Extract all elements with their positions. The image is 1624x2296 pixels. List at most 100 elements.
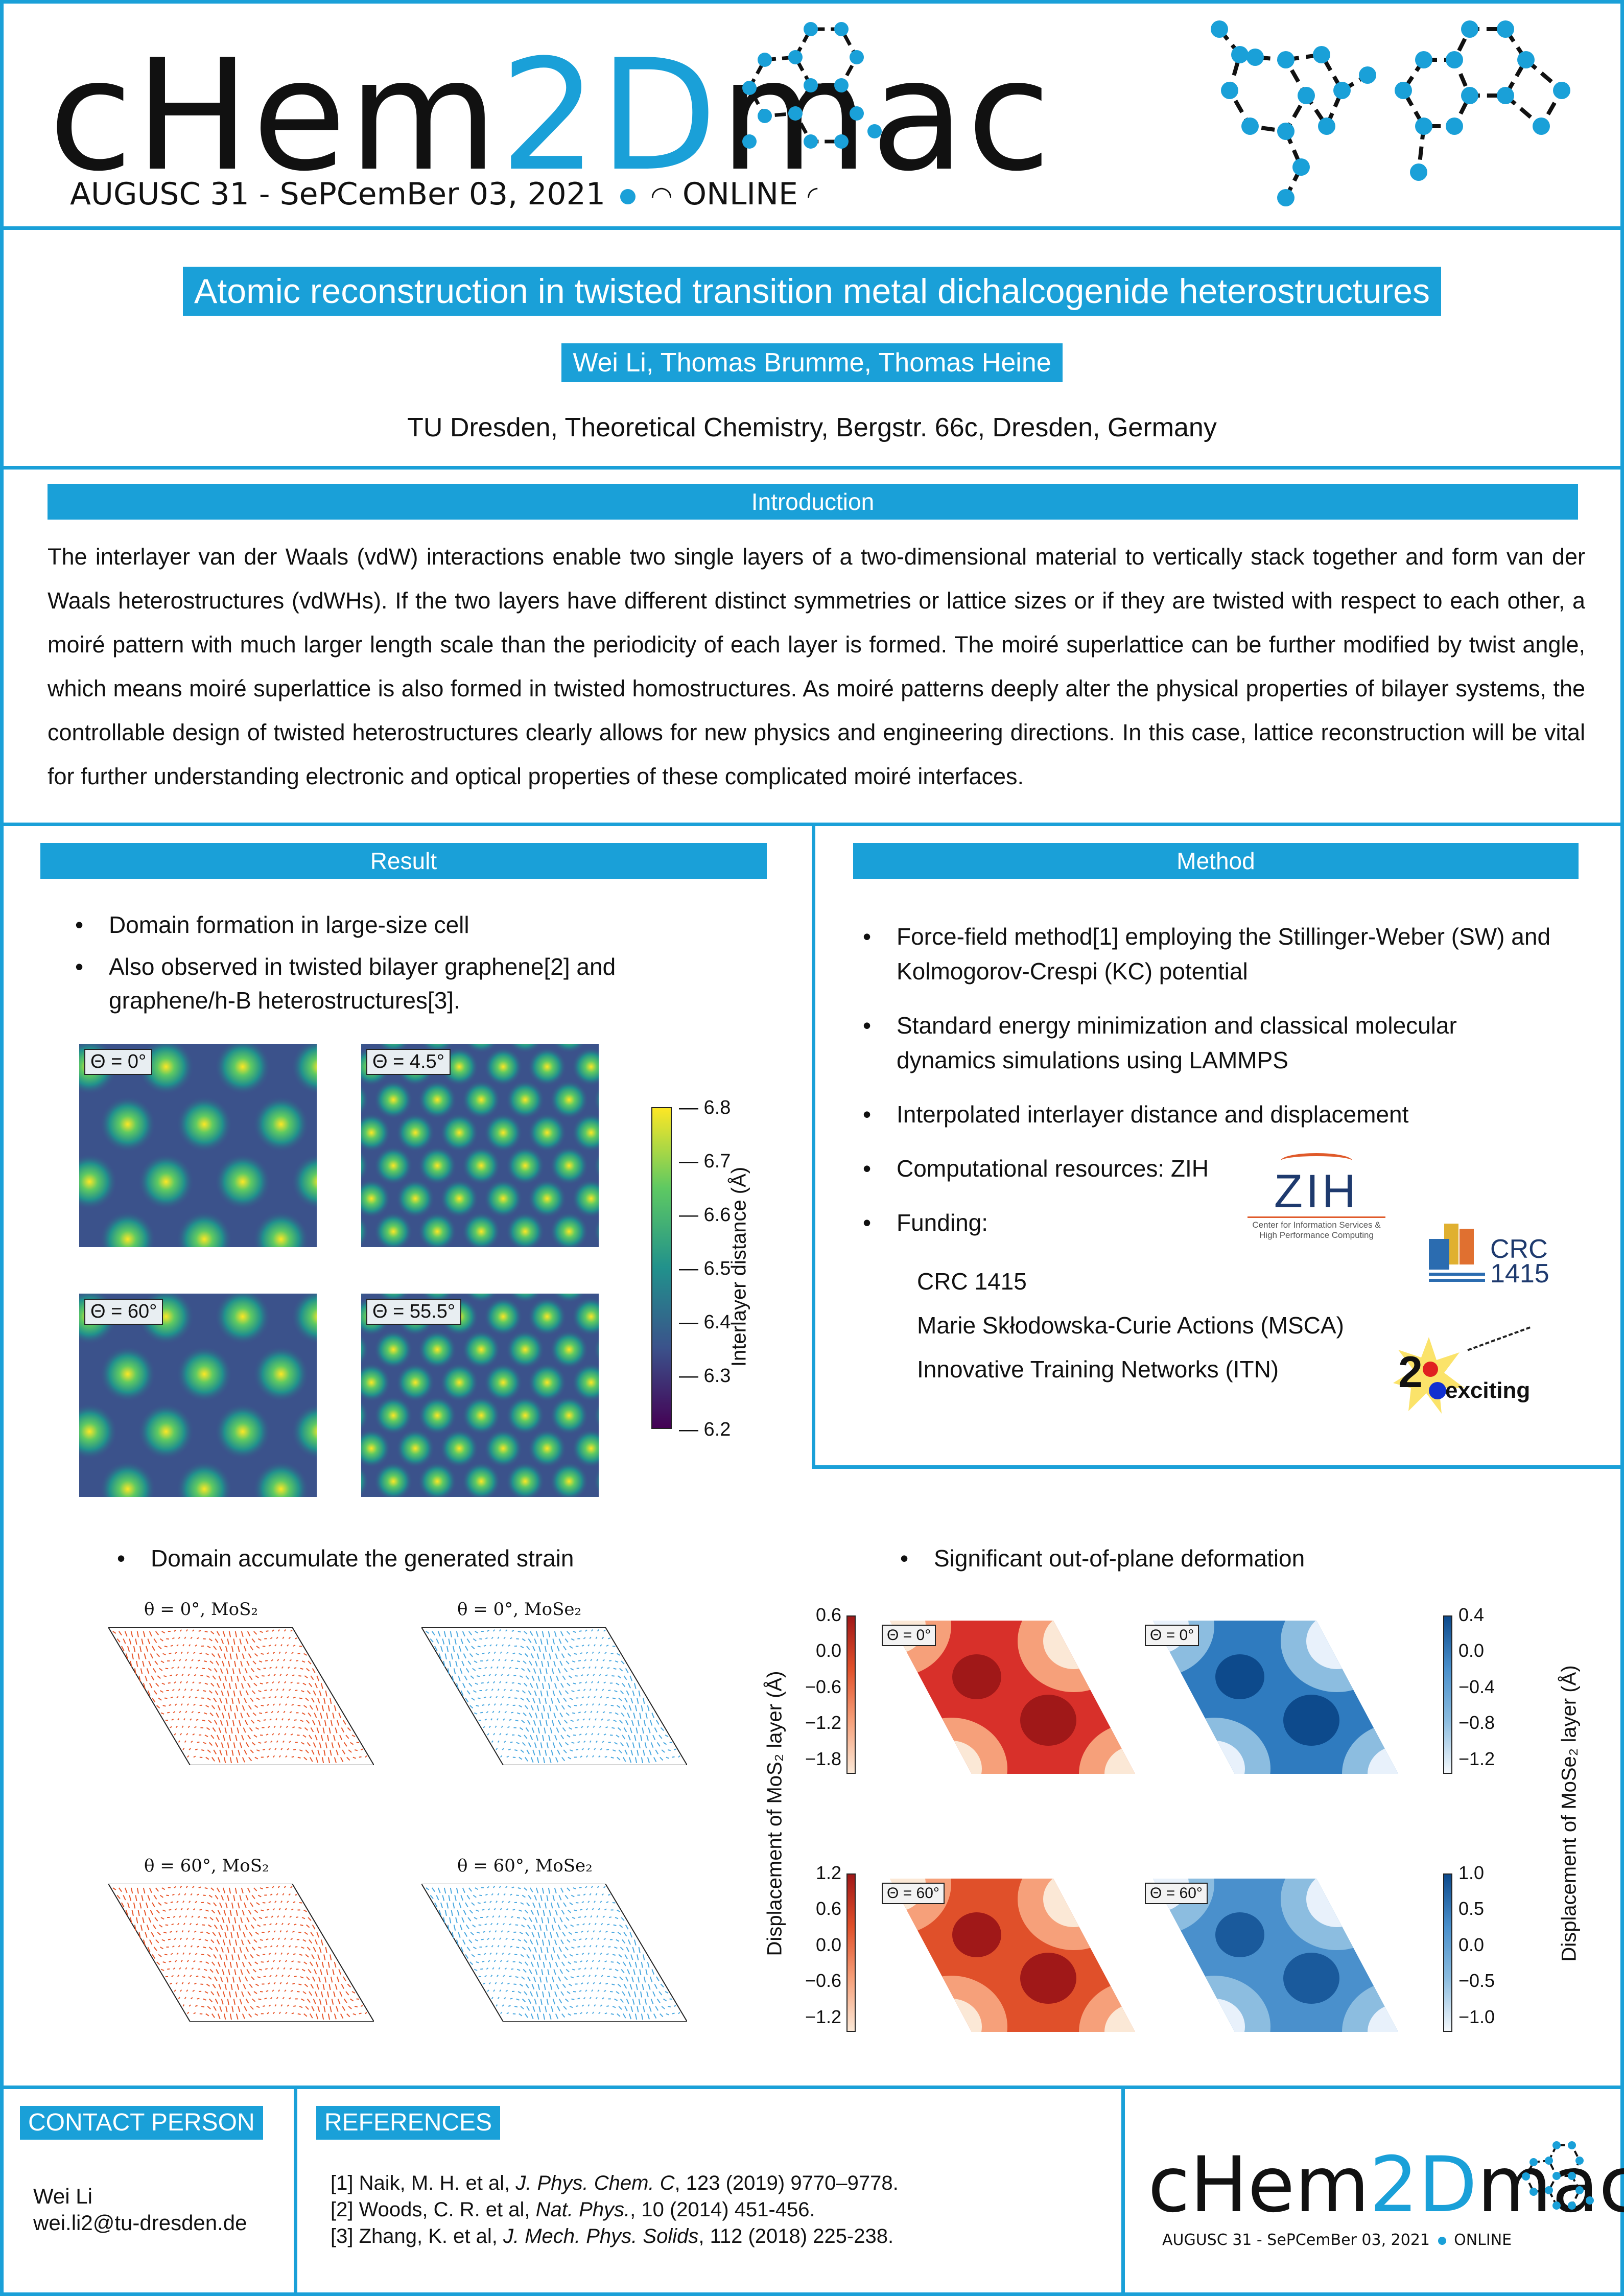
- result-heading: Result: [40, 843, 767, 879]
- colorbar-tick-4: — 6.4: [679, 1311, 731, 1333]
- deformation-colorbar-3: [1443, 1873, 1452, 2032]
- method-bullets: Force-field method[1] employing the Stil…: [863, 919, 1558, 1248]
- deformation-cb-tick-0-4: −1.8: [805, 1748, 841, 1769]
- online-label: ONLINE: [682, 176, 798, 212]
- divider-result-method: [812, 823, 815, 1469]
- method-heading: Method: [853, 843, 1579, 879]
- divider-footer: [4, 2086, 1620, 2089]
- poster-title: Atomic reconstruction in twisted transit…: [183, 267, 1441, 316]
- strain-label-0: θ = 0°, MoS₂: [144, 1599, 258, 1620]
- crc-logo: CRC 1415: [1429, 1224, 1562, 1288]
- method-bullet-lammps: Standard energy minimization and classic…: [863, 1008, 1558, 1077]
- zih-logo: ZIH Center for Information Services & Hi…: [1242, 1153, 1391, 1240]
- deformation-cb-tick-2-1: 0.6: [815, 1898, 841, 1919]
- strain-bullet: Domain accumulate the generated strain: [117, 1541, 781, 1575]
- strain-field-2: [108, 1884, 374, 2022]
- method-bullet-funding: Funding:: [863, 1205, 1558, 1240]
- strain-field-1: [421, 1627, 687, 1765]
- deformation-label-1: Θ = 0°: [1145, 1625, 1199, 1646]
- method-bullet-resources: Computational resources: ZIH: [863, 1151, 1558, 1186]
- zih-sub2: High Performance Computing: [1259, 1230, 1374, 1240]
- crc-logo-icon: [1429, 1224, 1485, 1285]
- deformation-colorbar-0: [846, 1615, 856, 1774]
- zih-arc-icon: [1281, 1153, 1352, 1168]
- zih-logo-text: ZIH: [1274, 1165, 1359, 1217]
- contact-email[interactable]: wei.li2@tu-dresden.de: [33, 2211, 247, 2235]
- interlayer-colorbar: [651, 1107, 672, 1429]
- funding-msca: Marie Skłodowska-Curie Actions (MSCA): [917, 1312, 1344, 1339]
- funding-crc: CRC 1415: [917, 1268, 1027, 1295]
- deformation-colorbar-2: [846, 1873, 856, 2032]
- mos2-axis-label: Displacement of MoS₂ layer (Å): [763, 1671, 786, 1956]
- colorbar-tick-0: — 6.8: [679, 1097, 731, 1118]
- intro-heading: Introduction: [48, 484, 1578, 520]
- crc-logo-text1: CRC: [1490, 1234, 1548, 1264]
- crc-logo-text2: 1415: [1490, 1259, 1549, 1288]
- exciting-blue-dot: [1429, 1382, 1446, 1399]
- strain-label-1: θ = 0°, MoSe₂: [457, 1599, 582, 1620]
- logo-chem: cHem: [49, 27, 500, 205]
- strain-label-3: θ = 60°, MoSe₂: [457, 1856, 593, 1876]
- deformation-cb-tick-3-3: −0.5: [1458, 1970, 1495, 1992]
- deform-bullet-list: Significant out-of-plane deformation: [900, 1541, 1564, 1583]
- method-box-bottom: [812, 1465, 1620, 1469]
- deformation-cb-tick-1-2: −0.4: [1458, 1676, 1495, 1697]
- mose2-axis-label: Displacement of MoSe₂ layer (Å): [1558, 1665, 1581, 1962]
- authors: Wei Li, Thomas Brumme, Thomas Heine: [561, 343, 1063, 382]
- interlayer-colorbar-label: Interlayer distance (Å): [727, 1166, 750, 1367]
- deformation-cb-tick-0-0: 0.6: [815, 1604, 841, 1625]
- deformation-cb-tick-2-3: −0.6: [805, 1970, 841, 1992]
- deformation-cb-tick-1-3: −0.8: [1458, 1712, 1495, 1733]
- result-bullets: Domain formation in large-size cell Also…: [75, 908, 739, 1025]
- authors-block: Wei Li, Thomas Brumme, Thomas Heine: [4, 343, 1620, 382]
- logo-mat: mac: [719, 27, 1053, 205]
- colorbar-tick-5: — 6.3: [679, 1365, 731, 1387]
- intro-text: The interlayer van der Waals (vdW) inter…: [48, 544, 1585, 789]
- deformation-colorbar-1: [1443, 1615, 1452, 1774]
- deformation-cb-tick-2-2: 0.0: [815, 1934, 841, 1955]
- result-bullet-1: Domain formation in large-size cell: [75, 908, 739, 942]
- colorbar-tick-2: — 6.6: [679, 1204, 731, 1226]
- deformation-label-0: Θ = 0°: [882, 1625, 936, 1646]
- method-bullet-forcefield: Force-field method[1] employing the Stil…: [863, 919, 1558, 989]
- deformation-cb-tick-0-3: −1.2: [805, 1712, 841, 1733]
- strain-field-3: [421, 1884, 687, 2022]
- header-logo: cHem2Dmac: [49, 39, 1053, 193]
- interlayer-map-3: [361, 1294, 599, 1497]
- references-heading: REFERENCES: [316, 2106, 501, 2140]
- deformation-cb-tick-3-2: 0.0: [1458, 1934, 1485, 1955]
- deformation-cb-tick-1-1: 0.0: [1458, 1640, 1485, 1661]
- footer-date-line: AUGUSC 31 - SePCemBer 03, 2021 ONLINE: [1162, 2231, 1512, 2249]
- colorbar-tick-6: — 6.2: [679, 1419, 731, 1440]
- deformation-cb-tick-1-0: 0.4: [1458, 1604, 1485, 1625]
- exciting-logo-text: exciting: [1445, 1378, 1531, 1403]
- interlayer-map-label-3: Θ = 55.5°: [366, 1299, 462, 1325]
- deform-bullet: Significant out-of-plane deformation: [900, 1541, 1564, 1575]
- reference-1: [1] Naik, M. H. et al, J. Phys. Chem. C,…: [331, 2172, 899, 2194]
- exciting-red-dot: [1423, 1362, 1438, 1377]
- divider-contact: [294, 2086, 297, 2296]
- contact-heading: CONTACT PERSON: [20, 2106, 263, 2140]
- wifi-icon: ◠: [650, 181, 673, 210]
- footer-dot-icon: [1438, 2237, 1446, 2245]
- funding-itn: Innovative Training Networks (ITN): [917, 1356, 1279, 1383]
- interlayer-map-1: [361, 1044, 599, 1247]
- strain-bullet-list: Domain accumulate the generated strain: [117, 1541, 781, 1583]
- interlayer-map-label-1: Θ = 4.5°: [366, 1049, 451, 1075]
- colorbar-tick-1: — 6.7: [679, 1151, 731, 1172]
- rss-icon: ◜: [808, 181, 818, 210]
- deformation-cb-tick-2-4: −1.2: [805, 2006, 841, 2027]
- method-bullet-interpolated: Interpolated interlayer distance and dis…: [863, 1097, 1558, 1132]
- divider-header: [4, 226, 1620, 230]
- interlayer-map-label-0: Θ = 0°: [84, 1049, 153, 1075]
- molecule-decoration-right: [1211, 20, 1570, 206]
- references-list: [1] Naik, M. H. et al, J. Phys. Chem. C,…: [331, 2170, 899, 2250]
- deformation-map-1: [1153, 1621, 1398, 1774]
- bullet-dot-icon: [620, 189, 636, 204]
- interlayer-map-label-2: Θ = 60°: [84, 1299, 163, 1325]
- header-date-line: AUGUSC 31 - SePCemBer 03, 2021 ◠ ONLINE …: [70, 176, 817, 212]
- exciting-logo-2: 2: [1398, 1348, 1423, 1397]
- deformation-cb-tick-0-1: 0.0: [815, 1640, 841, 1661]
- colorbar-tick-3: — 6.5: [679, 1258, 731, 1279]
- reference-2: [2] Woods, C. R. et al, Nat. Phys., 10 (…: [331, 2198, 815, 2221]
